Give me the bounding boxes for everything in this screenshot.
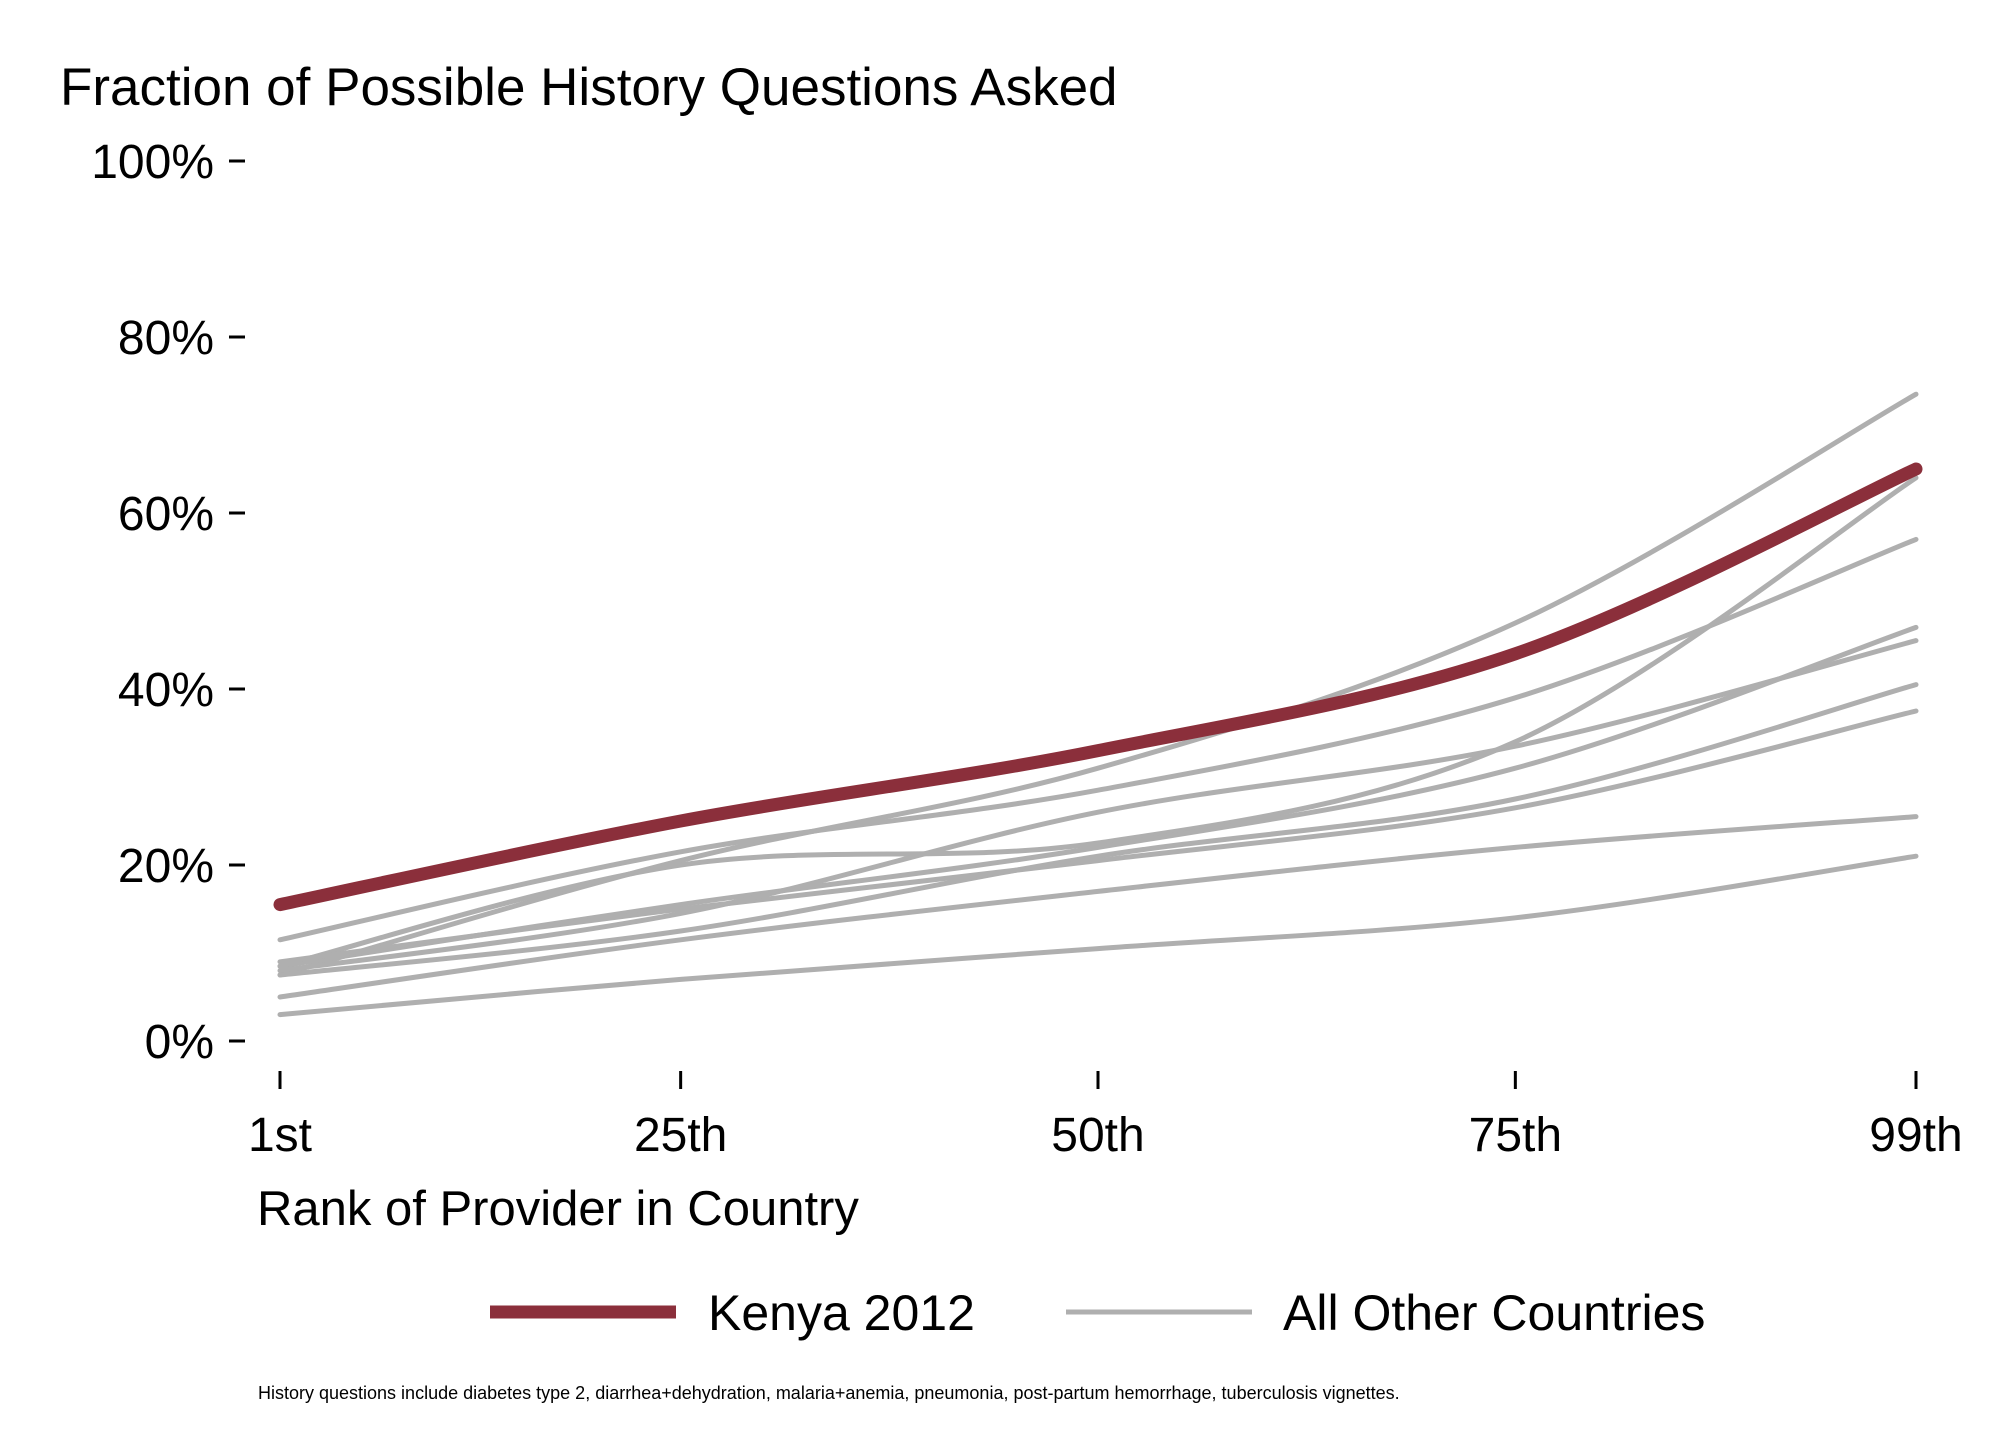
other-country-line-5 <box>277 682 1919 978</box>
legend-label-kenya: Kenya 2012 <box>708 1285 975 1341</box>
x-axis-label: Rank of Provider in Country <box>257 1182 859 1236</box>
legend: Kenya 2012 All Other Countries <box>490 1285 1705 1341</box>
x-tick-label: 99th <box>1869 1109 1962 1162</box>
x-tick-label: 75th <box>1469 1109 1562 1162</box>
legend-label-other: All Other Countries <box>1283 1285 1705 1341</box>
chart-note: History questions include diabetes type … <box>258 1383 1400 1403</box>
y-tick-label: 100% <box>91 136 214 189</box>
y-tick-label: 80% <box>118 312 214 365</box>
other-country-line-3 <box>277 536 1919 943</box>
other-country-line-6 <box>277 708 1919 965</box>
x-tick-label: 50th <box>1051 1109 1144 1162</box>
other-country-line-4 <box>277 624 1919 969</box>
y-axis: 0% 20% 40% 60% 80% 100% <box>91 136 245 1069</box>
x-axis: 1st 25th 50th 75th 99th <box>248 1071 1963 1162</box>
y-tick-label: 40% <box>118 664 214 717</box>
y-tick-label: 0% <box>145 1016 214 1069</box>
other-country-line-9 <box>277 638 1919 974</box>
kenya-line-layer <box>273 462 1923 912</box>
kenya-2012-line <box>273 462 1923 912</box>
other-country-line-8 <box>277 853 1919 1018</box>
y-tick-label: 60% <box>118 488 214 541</box>
x-tick-label: 25th <box>634 1109 727 1162</box>
y-tick-label: 20% <box>118 840 214 893</box>
other-countries-lines <box>277 391 1919 1018</box>
other-country-line-1 <box>277 391 1919 978</box>
chart-title: Fraction of Possible History Questions A… <box>60 58 1118 117</box>
other-country-line-7 <box>277 814 1919 1000</box>
x-tick-label: 1st <box>248 1109 312 1162</box>
other-country-line-2 <box>277 475 1919 969</box>
